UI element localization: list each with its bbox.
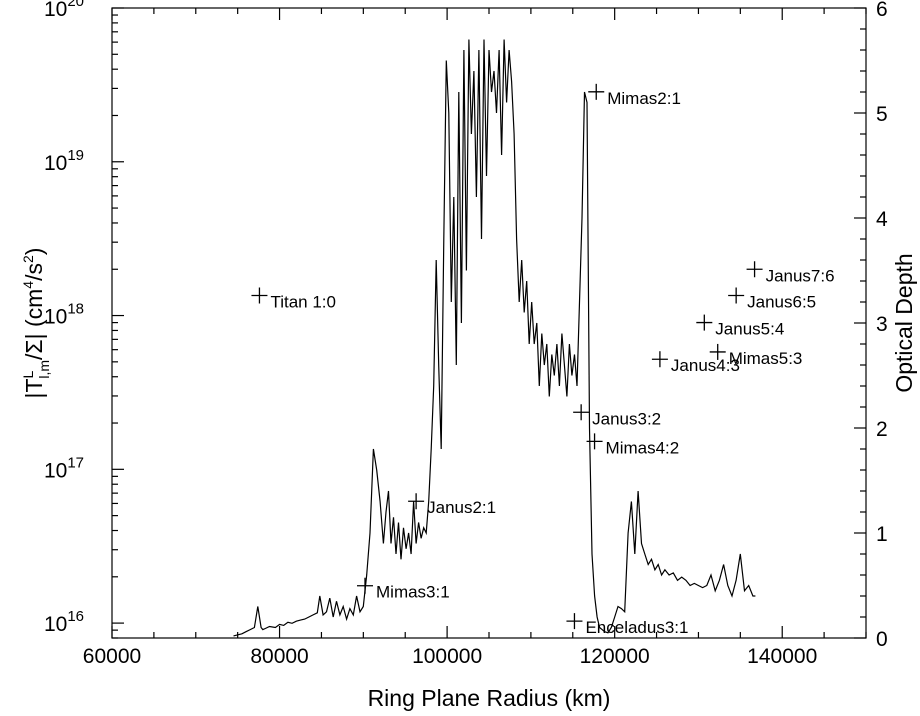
left-tick-label: 1019 — [44, 147, 84, 175]
left-tick-exponent: 18 — [67, 301, 84, 318]
left-tick-label: 1020 — [44, 0, 84, 21]
resonance-label: Janus7:6 — [766, 266, 835, 285]
resonance-marker: Mimas5:3 — [709, 343, 803, 368]
x-tick-label: 140000 — [747, 645, 817, 668]
left-tick-exponent: 19 — [67, 147, 84, 164]
left-tick-label: 1017 — [44, 454, 84, 482]
resonance-marker: Mimas2:1 — [588, 83, 681, 108]
resonance-markers: Titan 1:0 Mimas3:1 Janus2:1 Enceladus3:1 Jan… — [251, 83, 835, 637]
ticks-layer: 60000 80000 100000 120000 140000101610171018… — [44, 0, 888, 668]
resonance-marker: Mimas4:2 — [586, 433, 680, 457]
left-axis-title-part: /s — [21, 263, 47, 281]
left-tick-base: 10 — [44, 0, 67, 21]
x-tick-label: 100000 — [412, 645, 482, 668]
x-axis-title: Ring Plane Radius (km) — [368, 685, 611, 711]
left-axis-title-sub: l,m — [36, 360, 52, 379]
right-tick-label: 2 — [876, 418, 888, 441]
left-axis-title: |TLl,m/Σ| (cm4/s2) — [20, 248, 52, 399]
left-tick-exponent: 20 — [67, 0, 84, 10]
resonance-label: Mimas5:3 — [729, 349, 803, 368]
x-tick-label: 120000 — [580, 645, 650, 668]
right-tick-label: 0 — [876, 628, 888, 651]
resonance-label: Mimas3:1 — [376, 583, 450, 602]
resonance-marker: Janus3:2 — [573, 404, 661, 428]
resonance-marker: Mimas3:1 — [357, 577, 450, 602]
optical-depth-series-line — [233, 39, 756, 637]
resonance-label: Janus5:4 — [715, 320, 784, 339]
left-axis-title-part: |T — [21, 378, 47, 398]
left-tick-label: 1018 — [44, 301, 84, 329]
resonance-label: Janus6:5 — [747, 293, 816, 312]
right-tick-label: 5 — [876, 103, 888, 126]
resonance-marker: Janus5:4 — [696, 314, 784, 339]
resonance-marker: Janus7:6 — [746, 261, 835, 285]
resonance-label: Mimas2:1 — [607, 89, 681, 108]
left-axis-title-part: ) — [21, 248, 47, 256]
resonance-label: Mimas4:2 — [606, 438, 680, 457]
x-tick-label: 80000 — [250, 645, 308, 668]
x-tick-label: 60000 — [83, 645, 141, 668]
left-tick-base: 10 — [44, 613, 67, 636]
right-tick-label: 1 — [876, 523, 888, 546]
left-tick-base: 10 — [44, 152, 67, 175]
plot-frame — [111, 7, 867, 639]
resonance-label: Janus3:2 — [592, 409, 661, 428]
right-tick-label: 6 — [876, 0, 888, 21]
right-axis-title: Optical Depth — [891, 253, 917, 392]
left-tick-label: 1016 — [44, 608, 84, 636]
resonance-label: Janus4:3 — [671, 356, 740, 375]
left-axis-title-sup: L — [20, 370, 36, 378]
left-tick-exponent: 16 — [67, 608, 84, 625]
resonance-marker: Janus6:5 — [728, 287, 816, 312]
left-axis-title-sup: 2 — [20, 255, 36, 263]
left-axis-title-sup: 4 — [20, 281, 36, 289]
left-tick-exponent: 17 — [67, 454, 84, 471]
resonance-marker: Titan 1:0 — [251, 287, 336, 312]
resonance-marker: Janus4:3 — [651, 351, 740, 375]
resonance-label: Titan 1:0 — [270, 293, 336, 312]
resonance-label: Enceladus3:1 — [585, 618, 688, 637]
resonance-label: Janus2:1 — [427, 498, 496, 517]
resonance-marker: Enceladus3:1 — [566, 613, 688, 637]
resonance-marker: Janus2:1 — [408, 493, 496, 517]
right-tick-label: 4 — [876, 208, 888, 231]
left-tick-base: 10 — [44, 459, 67, 482]
right-tick-label: 3 — [876, 313, 888, 336]
left-tick-base: 10 — [44, 306, 67, 329]
left-axis-title-part: /Σ| (cm — [21, 289, 47, 360]
